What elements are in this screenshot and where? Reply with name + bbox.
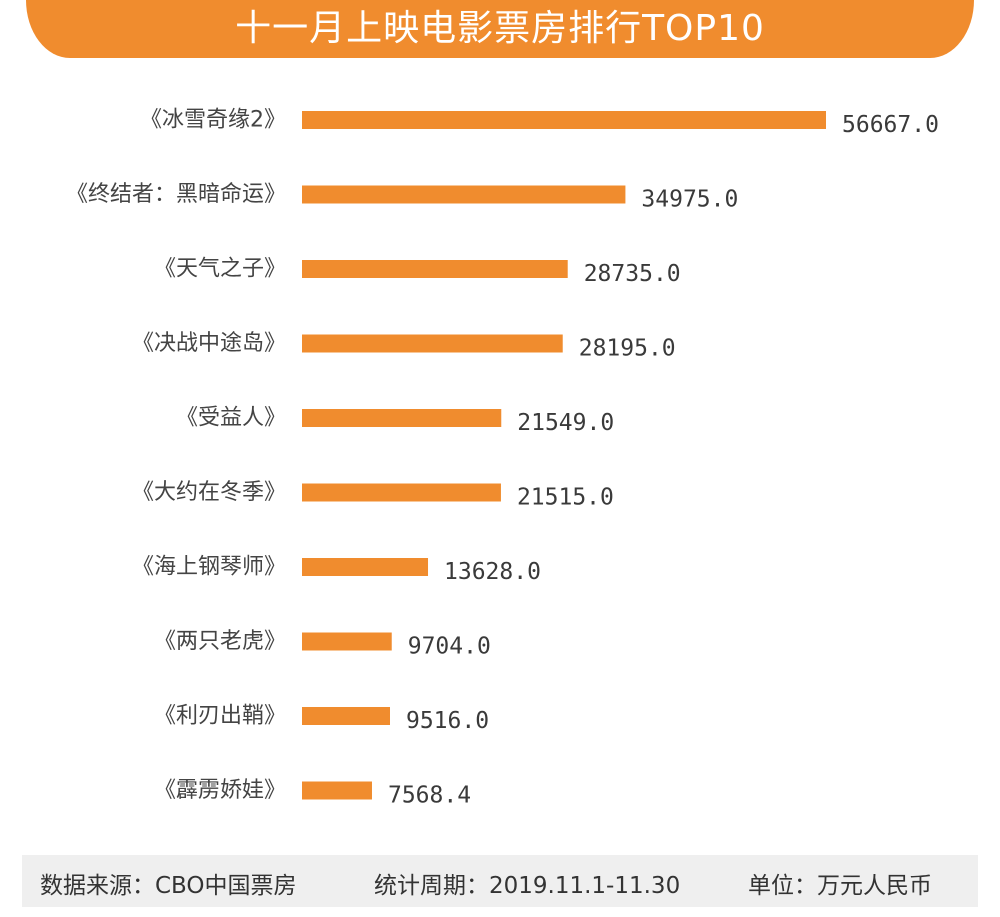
value-label: 9704.0 bbox=[408, 634, 491, 660]
bar bbox=[302, 185, 626, 204]
chart-title: 十一月上映电影票房排行TOP10 bbox=[235, 8, 765, 49]
value-label: 13628.0 bbox=[444, 559, 541, 585]
category-label: 《受益人》 bbox=[176, 406, 286, 431]
category-label: 《终结者：黑暗命运》 bbox=[66, 182, 286, 207]
value-label: 21515.0 bbox=[517, 485, 614, 511]
bar bbox=[302, 707, 390, 725]
category-label: 《天气之子》 bbox=[154, 257, 286, 282]
stat-period: 统计周期：2019.11.1-11.30 bbox=[374, 873, 681, 899]
value-label: 9516.0 bbox=[406, 708, 489, 734]
bar bbox=[302, 632, 392, 651]
bar bbox=[302, 781, 372, 800]
category-label: 《霹雳娇娃》 bbox=[154, 778, 286, 803]
category-label: 《冰雪奇缘2》 bbox=[140, 108, 286, 133]
value-label: 28195.0 bbox=[579, 336, 676, 362]
bar bbox=[302, 111, 826, 129]
value-label: 21549.0 bbox=[517, 410, 614, 436]
value-label: 28735.0 bbox=[584, 261, 681, 287]
bar bbox=[302, 409, 502, 427]
bar-chart: 《冰雪奇缘2》 56667.0 《终结者：黑暗命运》 34975.0 《天气之子》 287… bbox=[66, 108, 939, 809]
value-label: 34975.0 bbox=[641, 187, 738, 213]
category-label: 《决战中途岛》 bbox=[132, 331, 286, 356]
unit-label: 单位：万元人民币 bbox=[748, 873, 932, 899]
category-label: 《海上钢琴师》 bbox=[132, 555, 286, 580]
title-banner bbox=[26, 0, 974, 58]
value-label: 56667.0 bbox=[842, 112, 939, 138]
bar bbox=[302, 483, 501, 502]
bar bbox=[302, 558, 429, 576]
bar bbox=[302, 334, 563, 353]
category-label: 《两只老虎》 bbox=[154, 629, 286, 654]
category-label: 《利刃出鞘》 bbox=[154, 704, 286, 729]
bar bbox=[302, 260, 568, 278]
data-source: 数据来源：CBO中国票房 bbox=[40, 873, 297, 899]
value-label: 7568.4 bbox=[388, 783, 471, 809]
footer-bar: 数据来源：CBO中国票房 统计周期：2019.11.1-11.30 单位：万元人… bbox=[22, 855, 978, 907]
category-label: 《大约在冬季》 bbox=[132, 480, 286, 505]
